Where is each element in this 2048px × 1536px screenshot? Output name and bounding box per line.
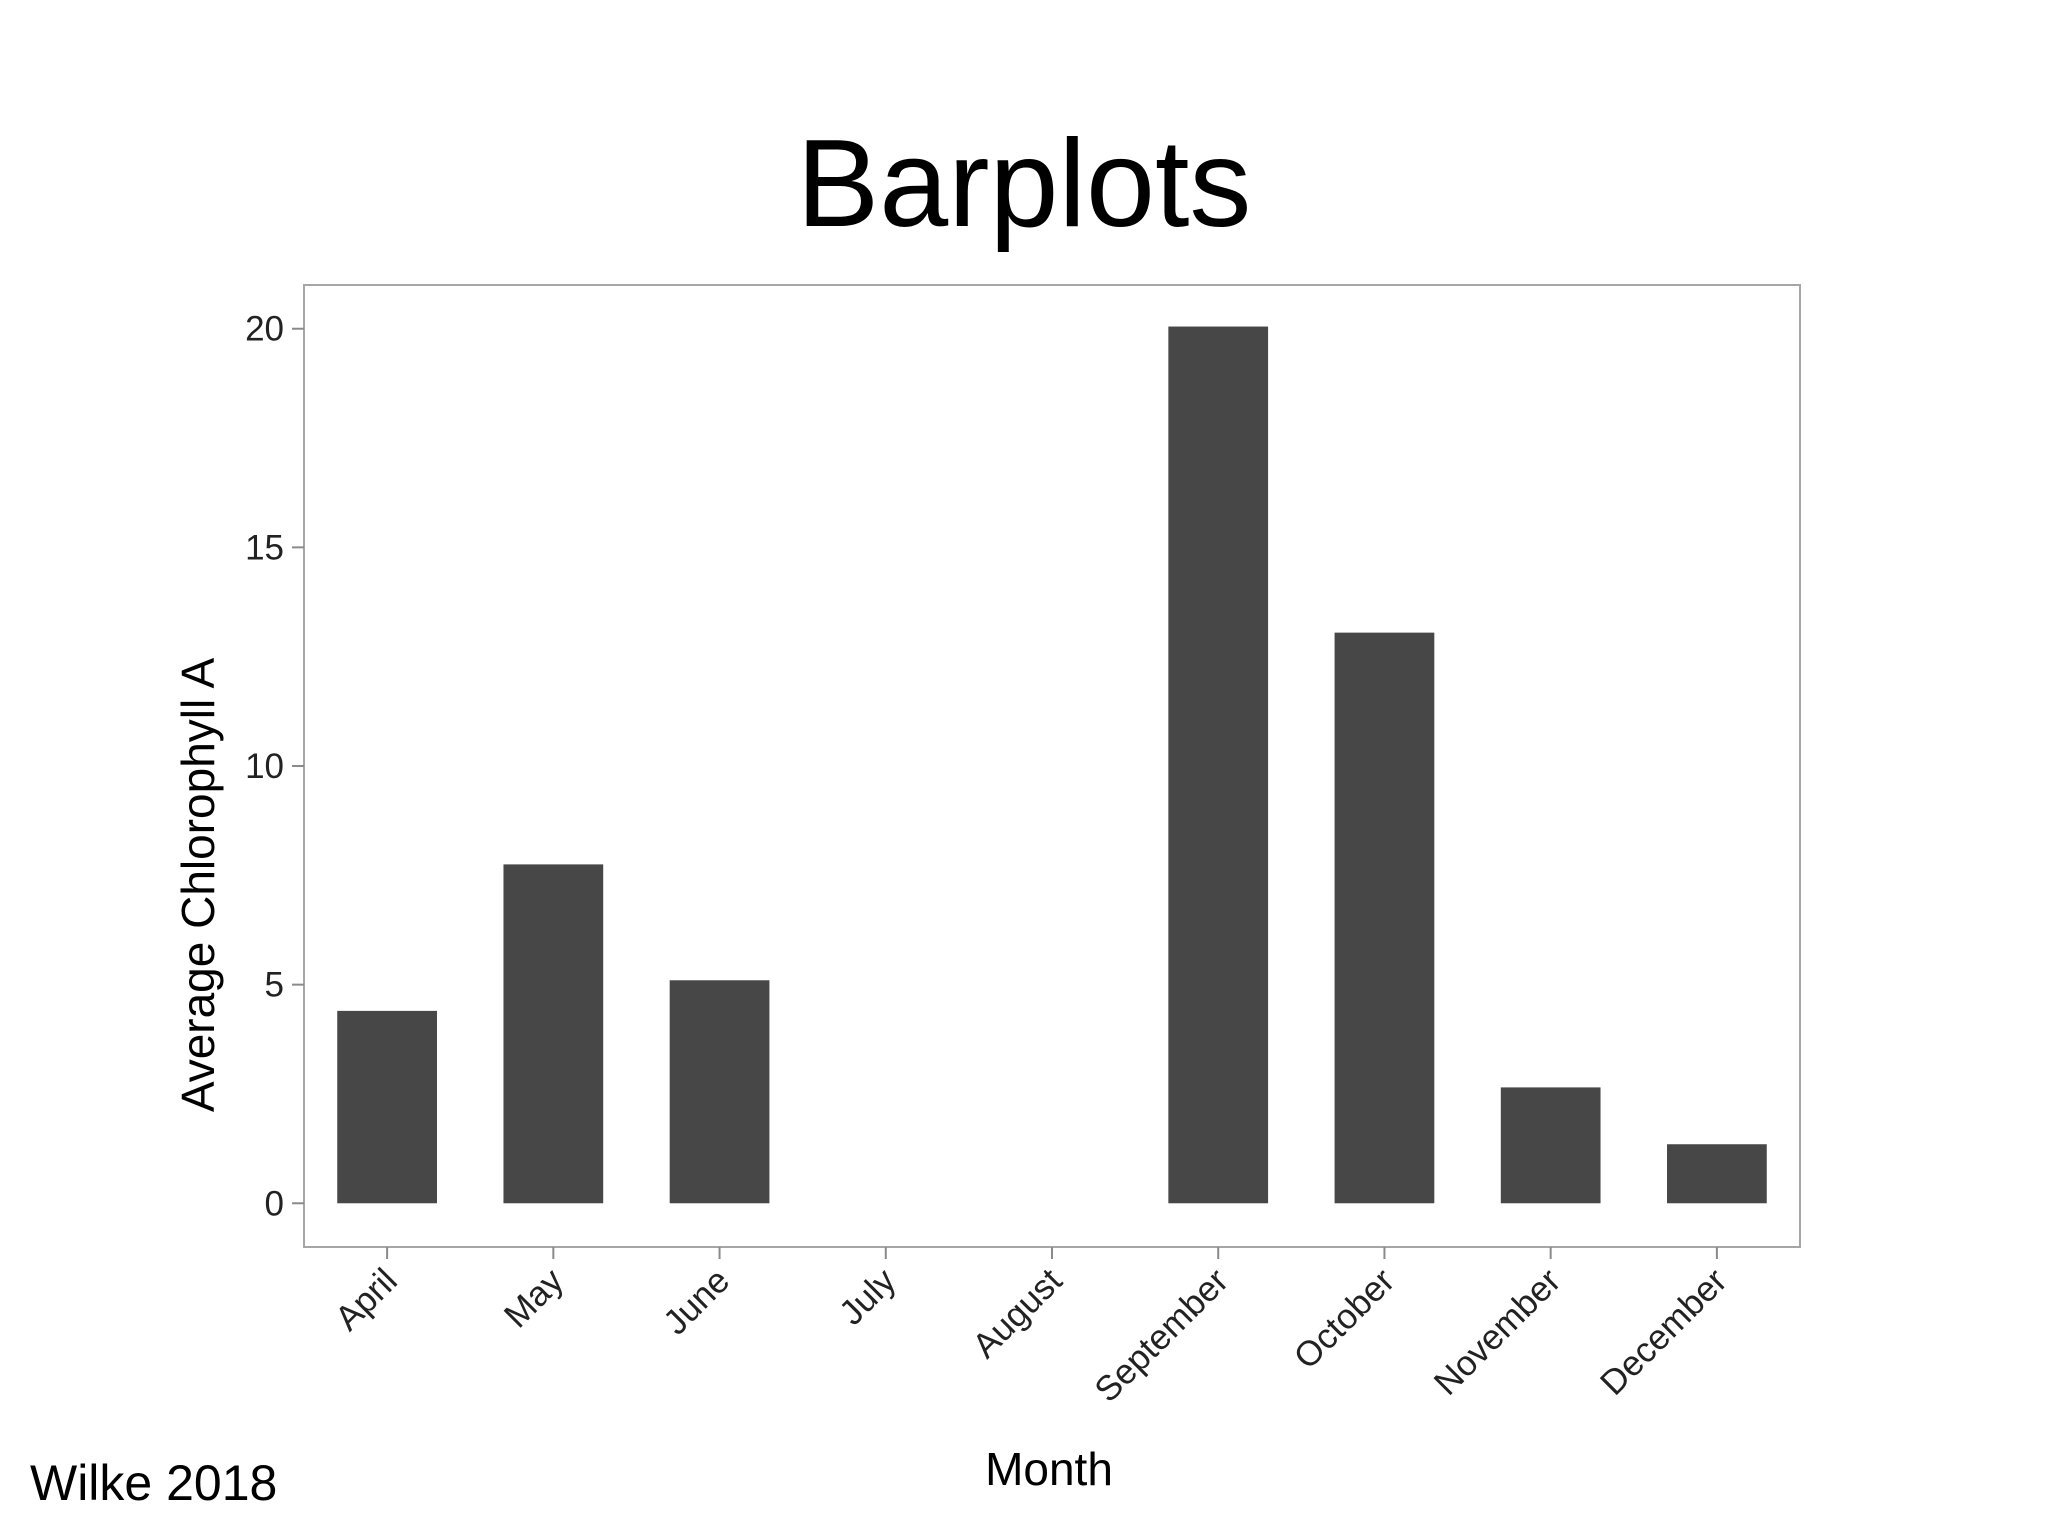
y-tick-label-20: 20 [245, 310, 284, 349]
x-tick-label-june: June [656, 1261, 737, 1342]
x-tick-label-may: May [497, 1261, 572, 1336]
plot-area: 0 5 10 15 20 April May June July August September O… [245, 284, 1801, 1410]
bar-may [503, 864, 604, 1204]
y-axis-title: Average Chlorophyll A [172, 658, 224, 1113]
x-tick-label-october: October [1286, 1261, 1402, 1377]
x-tick-label-november: November [1427, 1261, 1569, 1403]
y-tick-label-15: 15 [245, 528, 284, 567]
slide-title: Barplots [796, 115, 1252, 253]
y-tick-label-0: 0 [265, 1184, 284, 1223]
x-axis-title: Month [985, 1443, 1113, 1495]
y-axis-title-group: Average Chlorophyll A [172, 658, 224, 1113]
bar-september [1168, 326, 1269, 1204]
bar-october [1334, 632, 1435, 1204]
x-tick-label-september: September [1087, 1261, 1236, 1410]
y-tick-label-10: 10 [245, 747, 284, 786]
x-tick-label-july: July [832, 1261, 904, 1333]
bar-december [1667, 1144, 1767, 1204]
bar-november [1500, 1087, 1601, 1204]
x-tick-label-august: August [965, 1261, 1070, 1366]
citation: Wilke 2018 [30, 1455, 278, 1511]
x-tick-label-december: December [1593, 1261, 1735, 1403]
x-tick-label-april: April [328, 1261, 405, 1338]
y-tick-label-5: 5 [265, 966, 284, 1005]
bar-april [337, 1010, 437, 1204]
bar-june [669, 980, 770, 1204]
